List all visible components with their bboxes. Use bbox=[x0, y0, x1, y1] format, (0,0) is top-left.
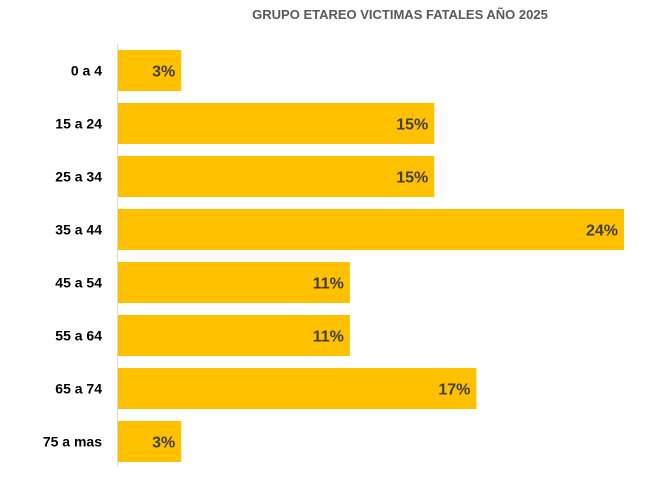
category-label: 55 a 64 bbox=[55, 328, 102, 344]
bar bbox=[118, 421, 182, 462]
data-label: 3% bbox=[152, 64, 175, 81]
bar bbox=[118, 368, 477, 409]
data-label: 15% bbox=[396, 170, 428, 187]
data-label: 24% bbox=[586, 223, 618, 240]
bar bbox=[118, 50, 182, 91]
category-label: 25 a 34 bbox=[55, 169, 102, 185]
category-label: 75 a mas bbox=[43, 434, 102, 450]
category-label: 35 a 44 bbox=[55, 222, 102, 238]
data-label: 15% bbox=[396, 117, 428, 134]
bar bbox=[118, 262, 350, 303]
category-label: 0 a 4 bbox=[71, 63, 102, 79]
bar bbox=[118, 156, 435, 197]
data-label: 3% bbox=[152, 435, 175, 452]
bar bbox=[118, 209, 624, 250]
data-label: 11% bbox=[313, 329, 344, 346]
bar bbox=[118, 315, 350, 356]
category-label: 65 a 74 bbox=[55, 381, 102, 397]
chart-title: GRUPO ETAREO VICTIMAS FATALES AÑO 2025 bbox=[252, 7, 548, 22]
category-label: 45 a 54 bbox=[55, 275, 102, 291]
bar bbox=[118, 103, 435, 144]
category-label: 15 a 24 bbox=[55, 116, 102, 132]
data-label: 11% bbox=[313, 276, 344, 293]
data-label: 17% bbox=[438, 382, 470, 399]
